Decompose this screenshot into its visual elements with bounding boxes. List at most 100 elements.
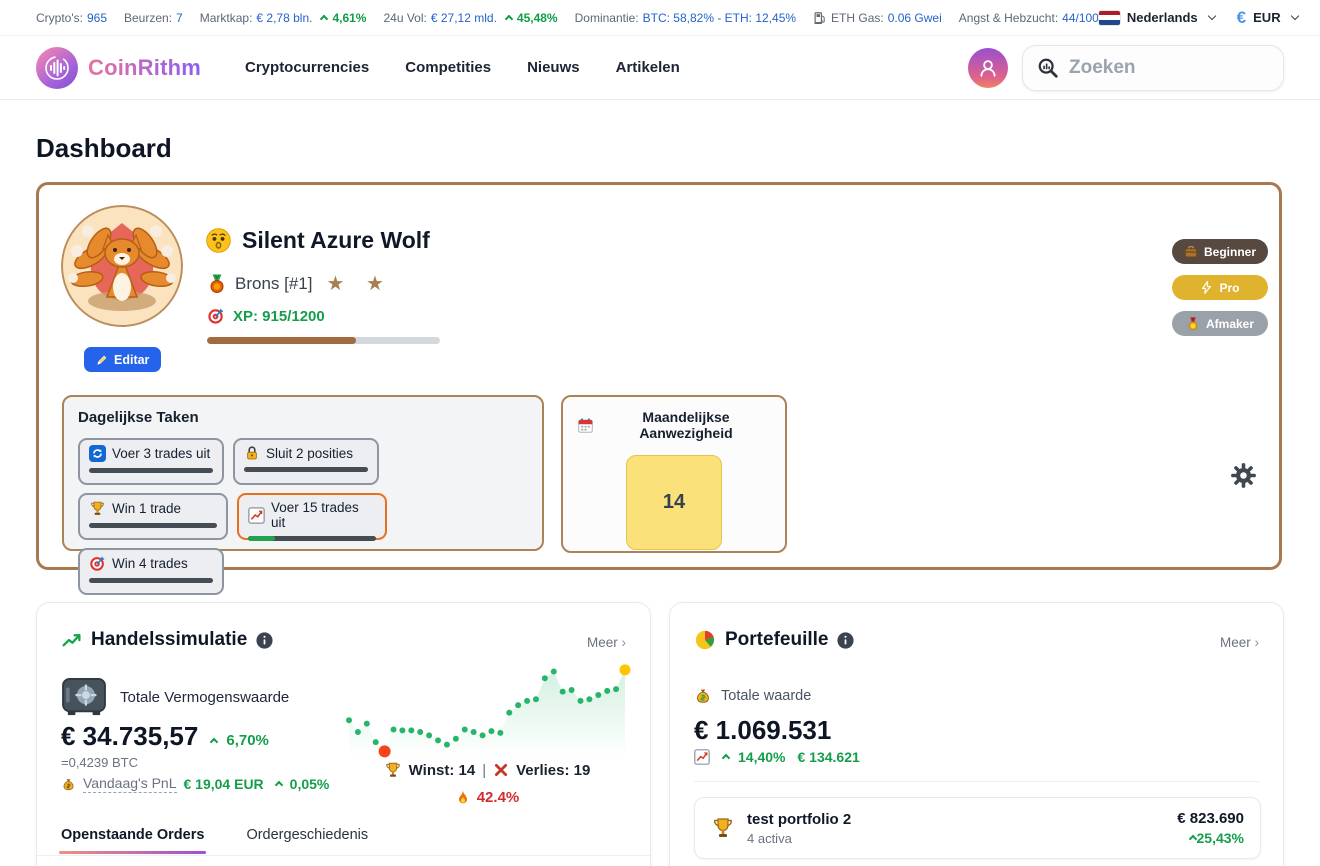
stat-value[interactable]: 0.06 Gwei [887, 10, 942, 25]
stat-value[interactable]: 7 [176, 10, 183, 25]
win-rate-value: 42.4% [476, 789, 520, 806]
logo-waveform-icon [36, 46, 78, 89]
stat-value[interactable]: € 2,78 bln. [256, 10, 313, 25]
chevron-down-icon [1207, 11, 1216, 21]
edit-profile-button[interactable]: Editar [84, 347, 162, 372]
up-arrow-icon [1188, 834, 1197, 844]
profile-banner: Editar Silent Azure Wolf Brons [#1] ★ ★ … [36, 182, 1282, 595]
task-voer-15-trades[interactable]: Voer 15 trades uit [237, 493, 387, 541]
portfolio-item-row[interactable]: test portfolio 2 4 activa € 823.690 25,4… [694, 797, 1261, 859]
nav-item-nieuws[interactable]: Nieuws [527, 59, 580, 76]
stat-volume: 24u Vol: € 27,12 mld. 45,48% [383, 11, 557, 25]
profile-name: Silent Azure Wolf [242, 227, 430, 253]
portfolio-change-value: € 134.621 [797, 749, 860, 765]
nav-item-artikelen[interactable]: Artikelen [615, 59, 680, 76]
stat-label: ETH Gas: [831, 10, 884, 25]
stats-list: Crypto's: 965 Beurzen: 7 Marktkap: € 2,7… [36, 11, 1099, 25]
trading-card-header: Handelssimulatie [61, 629, 273, 651]
settings-gear-icon[interactable] [1229, 461, 1257, 489]
badge-label: Pro [1219, 280, 1240, 295]
losses-label: Verlies: 19 [516, 761, 591, 779]
badge-label: Beginner [1203, 244, 1256, 259]
task-progress-bar [248, 536, 376, 541]
win-rate-row: 42.4% [339, 789, 635, 806]
total-change: 6,70% [226, 732, 269, 749]
pnl-change: 0,05% [289, 776, 330, 792]
portfolio-item-change-row: 25,43% [1177, 830, 1244, 846]
chevron-right-icon: › [621, 635, 627, 650]
profile-picture-fox [61, 205, 183, 327]
info-icon[interactable] [256, 631, 273, 649]
stat-value[interactable]: BTC: 58,82% - ETH: 12,45% [642, 10, 797, 25]
nav-links: Cryptocurrencies Competities Nieuws Arti… [245, 59, 680, 76]
task-win-4-trades[interactable]: Win 4 trades [78, 548, 224, 595]
stat-value[interactable]: 44/100 [1062, 10, 1099, 25]
task-label: Win 4 trades [112, 556, 188, 571]
nav-item-cryptocurrencies[interactable]: Cryptocurrencies [245, 59, 370, 76]
portfolio-more-link[interactable]: Meer › [1219, 635, 1260, 650]
tab-openstaande-orders[interactable]: Openstaande Orders [58, 827, 207, 854]
main-navbar: CoinRithm Cryptocurrencies Competities N… [0, 36, 1320, 100]
profile-name-row: Silent Azure Wolf [205, 227, 430, 254]
trading-card-title: Handelssimulatie [91, 629, 248, 650]
portfolio-change-row: 14,40% € 134.621 [694, 749, 860, 765]
brand-logo[interactable]: CoinRithm [36, 46, 202, 89]
trading-more-link[interactable]: Meer › [586, 635, 627, 650]
daily-tasks-title: Dagelijkse Taken [78, 409, 199, 426]
trophy-icon [89, 500, 106, 517]
chevron-right-icon: › [1254, 635, 1260, 650]
portfolio-divider [694, 781, 1259, 782]
pnl-row: Vandaag's PnL € 19,04 EUR 0,05% [61, 775, 329, 793]
stat-value[interactable]: 965 [86, 10, 107, 25]
netherlands-flag-icon [1098, 10, 1120, 25]
task-sluit-2-posities[interactable]: Sluit 2 posities [233, 438, 379, 485]
orders-tabs: Openstaande Orders Ordergeschiedenis [58, 827, 369, 854]
stat-cryptos: Crypto's: 965 [36, 11, 107, 25]
search-box[interactable] [1022, 44, 1284, 91]
task-label: Voer 3 trades uit [112, 446, 211, 461]
badge-afmaker[interactable]: Afmaker [1172, 311, 1268, 336]
badge-pro[interactable]: Pro [1172, 275, 1268, 300]
info-icon[interactable] [837, 631, 855, 649]
portfolio-card-title: Portefeuille [725, 629, 829, 650]
attendance-title-row: Maandelijkse Aanwezigheid [577, 409, 771, 441]
portfolio-item-value: € 823.690 [1177, 810, 1244, 827]
task-progress-bar [89, 523, 217, 528]
language-label: Nederlands [1126, 10, 1198, 25]
attendance-day-cell[interactable]: 14 [626, 455, 722, 550]
stat-eth-gas: ETH Gas: 0.06 Gwei [813, 11, 942, 25]
rank-stars: ★ ★ [326, 273, 392, 295]
tab-ordergeschiedenis[interactable]: Ordergeschiedenis [246, 827, 369, 843]
stat-marketcap: Marktkap: € 2,78 bln. 4,61% [200, 11, 367, 25]
brand-name: CoinRithm [88, 54, 202, 80]
task-win-1-trade[interactable]: Win 1 trade [78, 493, 228, 540]
pnl-label[interactable]: Vandaag's PnL [83, 775, 177, 793]
task-progress-bar [89, 578, 213, 583]
portfolio-card-header: Portefeuille [694, 629, 855, 651]
stat-value[interactable]: € 27,12 mld. [430, 10, 497, 25]
up-arrow-icon [274, 780, 283, 790]
xp-progress-bar [207, 337, 440, 344]
search-input[interactable] [1069, 56, 1239, 79]
task-progress-bar [89, 468, 213, 473]
language-selector[interactable]: Nederlands [1098, 10, 1216, 25]
flame-icon [455, 790, 471, 806]
attendance-title: Maandelijkse Aanwezigheid [639, 409, 733, 441]
stat-change: 4,61% [332, 10, 367, 25]
safe-vault-icon [61, 677, 107, 717]
euro-icon: € [1236, 7, 1247, 27]
briefcase-icon [1184, 245, 1198, 259]
task-progress-bar [244, 467, 368, 472]
total-value-label: Totale Vermogenswaarde [120, 688, 290, 706]
gold-medal-icon [1186, 316, 1200, 331]
wins-label: Winst: 14 [408, 761, 476, 779]
monthly-attendance-panel: Maandelijkse Aanwezigheid 14 [561, 395, 787, 553]
badge-beginner[interactable]: Beginner [1172, 239, 1268, 264]
task-voer-3-trades[interactable]: Voer 3 trades uit [78, 438, 224, 485]
money-bag-icon [694, 687, 712, 705]
currency-label: EUR [1253, 10, 1281, 25]
fuel-pump-icon [813, 11, 827, 25]
nav-item-competities[interactable]: Competities [405, 59, 492, 76]
currency-selector[interactable]: € EUR [1236, 7, 1299, 28]
user-avatar[interactable] [968, 47, 1008, 88]
